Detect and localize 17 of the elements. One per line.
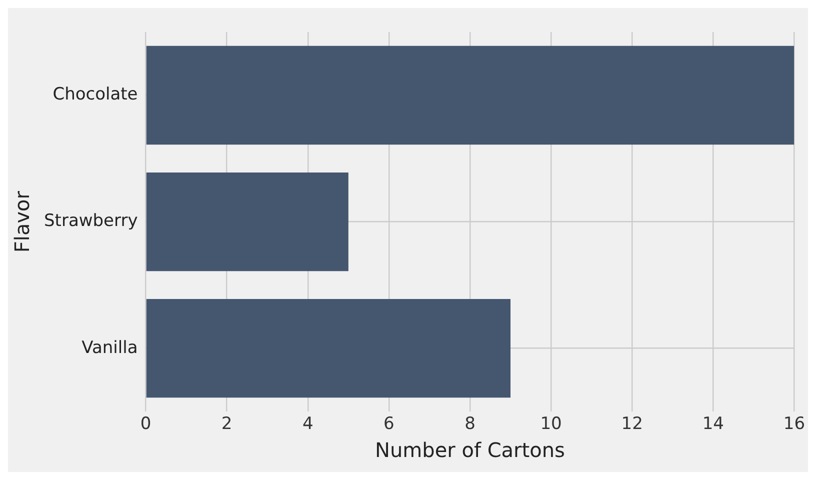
- x-tick-label: 14: [702, 414, 724, 434]
- x-tick-label: 6: [384, 414, 394, 434]
- bar: [146, 298, 510, 398]
- bar: [146, 46, 794, 145]
- x-axis-title: Number of Cartons: [374, 438, 565, 462]
- y-tick-label: Strawberry: [44, 211, 138, 232]
- x-tick-label: 10: [540, 414, 562, 434]
- x-tick-label: 16: [783, 414, 806, 434]
- x-tick-label: 8: [464, 414, 476, 434]
- x-tick-label: 0: [140, 414, 152, 434]
- x-tick-label: 2: [221, 414, 232, 434]
- y-tick-label: Vanilla: [82, 338, 138, 358]
- y-tick-label: Chocolate: [52, 84, 138, 105]
- y-axis-title: Flavor: [10, 190, 34, 253]
- x-tick-label: 4: [302, 414, 314, 434]
- bar: [146, 172, 348, 272]
- x-tick-label: 12: [621, 414, 643, 434]
